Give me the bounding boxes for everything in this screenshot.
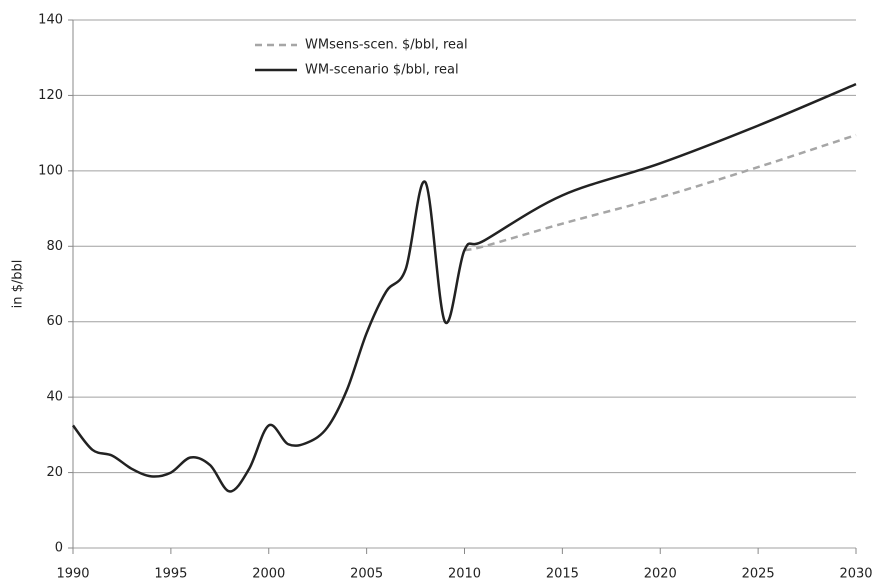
y-axis-label: in $/bbl — [11, 260, 26, 309]
x-tick-label: 2000 — [252, 567, 285, 582]
y-tick-label: 40 — [46, 390, 63, 405]
y-tick-label: 120 — [38, 88, 63, 103]
x-tick-label: 2020 — [644, 567, 677, 582]
x-tick-label: 2015 — [546, 567, 579, 582]
x-tick-label: 1995 — [154, 567, 187, 582]
x-tick-label: 1990 — [56, 567, 89, 582]
legend-label: WMsens-scen. $/bbl, real — [305, 38, 468, 53]
y-tick-label: 80 — [46, 239, 63, 254]
x-tick-label: 2030 — [839, 567, 872, 582]
line-series — [72, 82, 857, 493]
y-tick-label: 0 — [55, 541, 63, 556]
x-tick-label: 2025 — [742, 567, 775, 582]
legend-label: WM-scenario $/bbl, real — [305, 63, 459, 78]
y-tick-label: 60 — [46, 314, 63, 329]
line-series — [464, 133, 857, 252]
x-tick-label: 2005 — [350, 567, 383, 582]
y-tick-label: 20 — [46, 465, 63, 480]
y-tick-label: 140 — [38, 13, 63, 28]
y-tick-label: 100 — [38, 163, 63, 178]
x-tick-label: 2010 — [448, 567, 481, 582]
